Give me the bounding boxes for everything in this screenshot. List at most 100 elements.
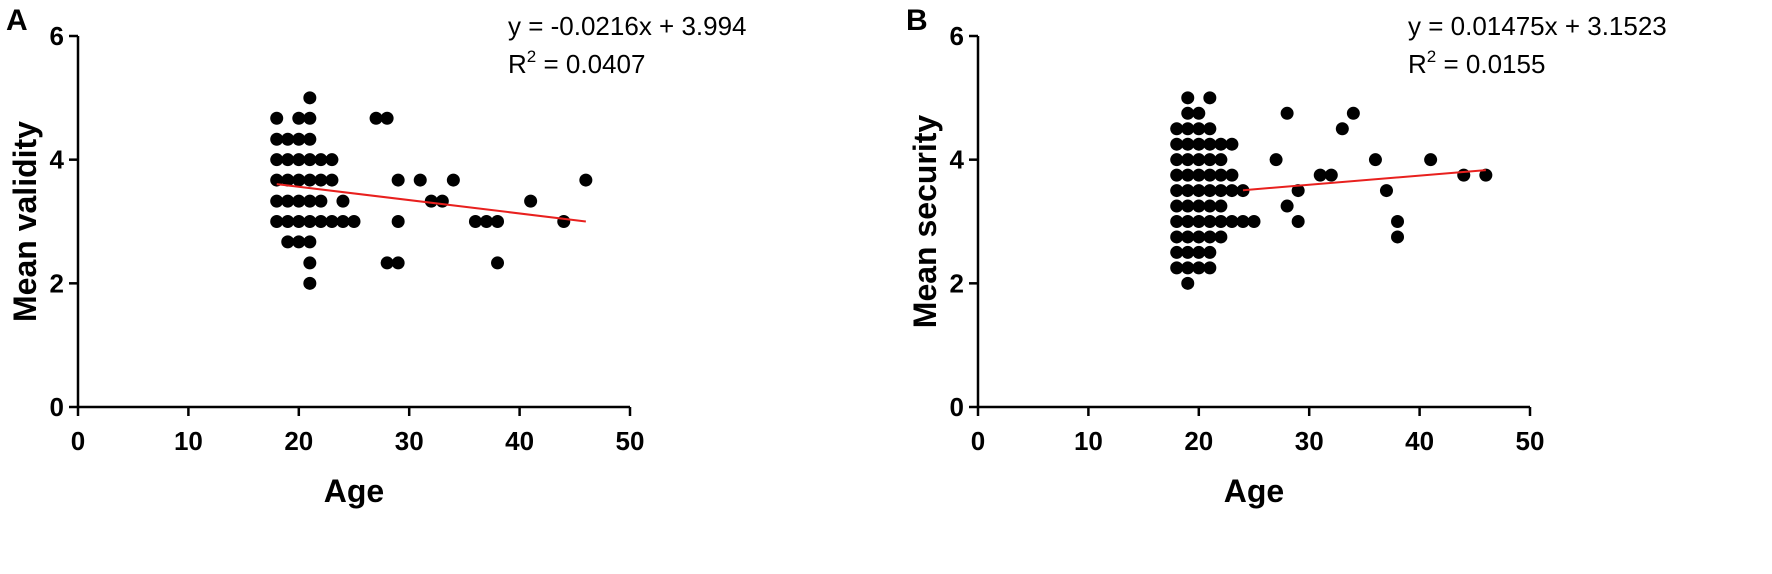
- data-point: [1214, 215, 1228, 228]
- scatter-panel-a: A 0 2 4 6 0 10 20 30 40 50 Age Mean validity y = -0.0…: [6, 4, 747, 509]
- y-tick-label: 6: [950, 21, 964, 51]
- x-tick-label: 20: [284, 426, 313, 456]
- r-squared-value: = 0.0407: [536, 49, 645, 79]
- data-point: [1192, 122, 1206, 136]
- data-point: [1192, 215, 1206, 228]
- data-point: [1225, 168, 1239, 182]
- data-point: [292, 111, 306, 125]
- data-point: [281, 235, 295, 249]
- x-tick-label: 0: [71, 426, 85, 456]
- y-tick-label: 2: [950, 268, 964, 298]
- data-point: [303, 173, 317, 187]
- data-point: [1203, 184, 1217, 198]
- data-point: [1214, 137, 1228, 151]
- data-point: [1170, 199, 1184, 213]
- data-point: [1192, 153, 1206, 167]
- data-point: [303, 153, 317, 167]
- data-point: [347, 215, 361, 228]
- r-squared-value: = 0.0155: [1436, 49, 1545, 79]
- data-point: [270, 194, 284, 208]
- data-point: [314, 153, 328, 167]
- data-point: [1214, 184, 1228, 198]
- data-point: [1247, 215, 1261, 228]
- data-point: [1181, 199, 1195, 213]
- data-point: [270, 132, 284, 146]
- data-point: [303, 235, 317, 249]
- data-point: [1192, 230, 1206, 244]
- data-point: [314, 173, 328, 187]
- data-point: [391, 173, 405, 187]
- data-point: [524, 194, 538, 208]
- data-point: [1170, 122, 1184, 136]
- data-point: [1181, 261, 1195, 275]
- y-tick-label: 0: [50, 392, 64, 422]
- data-point: [1391, 215, 1405, 228]
- data-point: [325, 153, 339, 167]
- data-point: [1170, 215, 1184, 228]
- data-point: [292, 153, 306, 167]
- r-squared-label: R2 = 0.0155: [1408, 47, 1545, 79]
- y-tick-label: 0: [950, 392, 964, 422]
- data-point: [1192, 184, 1206, 198]
- data-point: [1324, 168, 1338, 182]
- data-point: [1170, 153, 1184, 167]
- data-point: [1181, 122, 1195, 136]
- data-point: [1203, 137, 1217, 151]
- data-point: [1214, 230, 1228, 244]
- x-tick-label: 30: [395, 426, 424, 456]
- data-point: [1236, 184, 1250, 198]
- data-point: [270, 153, 284, 167]
- y-tick-label: 4: [950, 145, 965, 175]
- data-point: [1225, 184, 1239, 198]
- y-tick-label: 6: [50, 21, 64, 51]
- data-point: [1170, 261, 1184, 275]
- data-point: [369, 111, 383, 125]
- data-point: [1203, 261, 1217, 275]
- data-point: [479, 215, 493, 228]
- data-point: [1214, 168, 1228, 182]
- scatter-panel-b: B 0 2 4 6 0 10 20 30 40 50 Age Mean security y = 0.01…: [900, 0, 1772, 574]
- data-point: [1192, 261, 1206, 275]
- data-point: [1181, 106, 1195, 120]
- data-point: [325, 215, 339, 228]
- data-point: [303, 215, 317, 228]
- data-point: [1192, 137, 1206, 151]
- x-tick-label: 10: [174, 426, 203, 456]
- data-point: [325, 173, 339, 187]
- data-point: [1203, 230, 1217, 244]
- r-symbol: R: [508, 49, 527, 79]
- data-point: [1192, 168, 1206, 182]
- x-axis-title: Age: [324, 473, 384, 509]
- data-point: [1214, 199, 1228, 213]
- data-point: [380, 256, 394, 270]
- data-point: [1181, 230, 1195, 244]
- data-point: [391, 215, 405, 228]
- regression-equation: y = 0.01475x + 3.1523: [1408, 11, 1667, 41]
- data-point: [1214, 153, 1228, 167]
- data-point: [1269, 153, 1283, 167]
- regression-equation: y = -0.0216x + 3.994: [508, 11, 747, 41]
- data-point: [303, 194, 317, 208]
- data-point: [579, 173, 593, 187]
- data-point: [1181, 215, 1195, 228]
- data-point: [1424, 153, 1438, 167]
- data-point: [292, 173, 306, 187]
- data-point: [491, 256, 505, 270]
- data-point: [1225, 137, 1239, 151]
- data-point: [1170, 245, 1184, 259]
- data-point: [1203, 199, 1217, 213]
- data-point: [270, 111, 284, 125]
- data-point: [1203, 153, 1217, 167]
- panel-label: A: [6, 4, 28, 37]
- data-point: [1192, 106, 1206, 120]
- data-point: [1280, 199, 1294, 213]
- data-point: [413, 173, 427, 187]
- data-point: [1391, 230, 1405, 244]
- data-point: [1335, 122, 1349, 136]
- data-point: [1291, 184, 1305, 198]
- data-point: [1379, 184, 1393, 198]
- data-point: [1181, 153, 1195, 167]
- data-point: [1203, 91, 1217, 105]
- data-point: [303, 111, 317, 125]
- data-point: [1181, 276, 1195, 290]
